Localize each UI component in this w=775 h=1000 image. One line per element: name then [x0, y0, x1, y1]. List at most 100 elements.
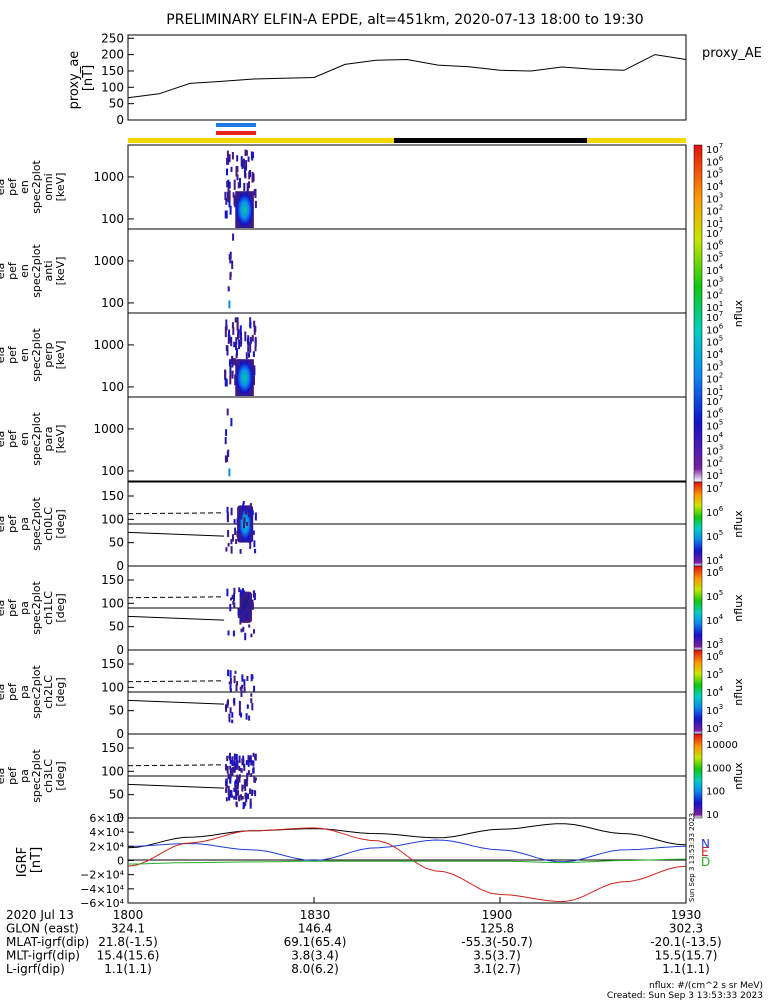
spectrogram-pixel [226, 150, 229, 157]
pa-spectrogram-pixel [225, 547, 228, 552]
pa-spectrogram-pixel [226, 765, 229, 774]
pa-spectrogram-pixel [229, 767, 232, 774]
panel-ylabel-line: para [42, 427, 55, 452]
ae-ytick-label: 100 [101, 80, 124, 94]
pa-spectrogram-pixel [245, 506, 248, 515]
colorbar-tick-exp: 5 [719, 529, 723, 537]
pa-spectrogram-pixel [225, 797, 228, 802]
panel-frame [127, 144, 687, 230]
colorbar-unit-label: nflux [732, 594, 745, 622]
igrf-ytick-label: −4×10⁴ [80, 883, 124, 896]
pa-spectrogram-pixel [238, 703, 241, 710]
spectrogram-pixel [227, 154, 230, 165]
panel-ch0LC: elapefpaspec2plotch0LC[deg] 150 100 50 0 [0, 481, 687, 573]
pa-spectrogram-pixel [238, 777, 241, 783]
spectrogram-pixel [236, 348, 238, 356]
spectrogram-pixel [225, 429, 228, 436]
pa-spectrogram-pixel [229, 707, 232, 714]
pa-spectrogram-pixel [238, 755, 241, 763]
pa-spectrogram-pixel [233, 753, 236, 761]
pa-spectrogram-pixel [243, 521, 245, 529]
colorbar-tick-exp: 4 [719, 347, 724, 355]
pa-spectrogram-pixel [253, 540, 256, 548]
pa-spectrogram-pixel [226, 588, 229, 597]
x-row-value: 1800 [113, 908, 144, 922]
colorbar-unit-label: nflux [732, 299, 745, 327]
panel-ytick-label: 100 [101, 464, 124, 478]
ae-ytick-label: 150 [101, 64, 124, 78]
pa-spectrogram-pixel [243, 517, 246, 524]
pa-spectrogram-pixel [233, 587, 236, 594]
x-row-value: 1.1(1.1) [662, 962, 710, 976]
colorbar-tick-exp: 1 [719, 216, 723, 224]
spectrogram-pixel [247, 156, 250, 162]
colorbar-tick-exp: 7 [719, 481, 723, 489]
pa-spectrogram-pixel [229, 677, 232, 685]
anti-loss-cone-line [127, 680, 225, 683]
panel-ylabel-line: ela [0, 768, 7, 785]
pa-spectrogram-pixel [247, 760, 250, 767]
pa-spectrogram-pixel [240, 628, 243, 633]
footer-created: Created: Sun Sep 3 13:53:33 2023 [607, 991, 763, 1000]
spectrogram-pixel [227, 185, 230, 194]
spectrogram-pixel [225, 319, 228, 330]
pa-spectrogram-pixel [239, 616, 242, 625]
pa-spectrogram-pixel [252, 530, 255, 535]
spectrogram-pixel [248, 352, 250, 358]
pa-spectrogram-pixel [240, 511, 243, 520]
pa-spectrogram-pixel [226, 701, 229, 708]
panel-ytick-label: 100 [101, 596, 124, 610]
colorbar-tick-exp: 6 [719, 505, 724, 513]
pa-spectrogram-pixel [250, 633, 253, 638]
panel-ylabel-line: spec2plot [30, 412, 43, 466]
pa-spectrogram-pixel [239, 589, 242, 598]
panel-ylabel: elapefpaspec2plotch3LC[deg] [0, 749, 67, 803]
colorbar-tick-exp: 1 [719, 384, 723, 392]
pa-spectrogram-pixel [232, 630, 235, 637]
spectrogram-pixel [229, 375, 232, 385]
pa-spectrogram-pixel [253, 790, 256, 794]
anti-loss-cone-line [127, 512, 225, 515]
pa-spectrogram-pixel [239, 549, 242, 554]
spectrogram-pixel [251, 151, 254, 161]
panel-ylabel-line: anti [42, 260, 55, 281]
spectrogram-pixel [235, 353, 238, 359]
spectrogram-pixel [254, 346, 257, 352]
spectrogram-pixel [224, 326, 227, 338]
pa-spectrogram-pixel [229, 685, 232, 690]
pa-spectrogram-pixel [251, 599, 254, 607]
spectrogram-pixel [252, 173, 255, 182]
colorbar-tick-exp: 4 [719, 613, 724, 621]
pa-spectrogram-pixel [236, 530, 239, 537]
panel-ylabel-line: spec2plot [30, 244, 43, 298]
pa-spectrogram-pixel [227, 630, 230, 636]
pa-spectrogram-pixel [237, 608, 240, 616]
pa-spectrogram-pixel [231, 760, 234, 766]
colorbar-tick-exp: 2 [719, 372, 723, 380]
pa-spectrogram-pixel [236, 774, 239, 781]
pa-spectrogram-pixel [236, 762, 239, 767]
panel-ytick-label: 1000 [93, 170, 124, 184]
pa-spectrogram-pixel [254, 754, 257, 760]
spectrogram-pixel [236, 320, 239, 331]
pa-spectrogram-pixel [238, 765, 241, 771]
panel-ylabel-line: [deg] [54, 593, 67, 622]
spectrogram-pixel [226, 408, 229, 416]
pa-spectrogram-pixel [229, 765, 232, 770]
pa-spectrogram-pixel [235, 788, 238, 794]
pa-spectrogram-pixel [231, 594, 234, 600]
proxy-ae-ylabel-name: proxy_ae [67, 51, 82, 110]
pa-spectrogram-pixel [231, 756, 234, 760]
pa-spectrogram-pixel [225, 787, 228, 793]
pa-spectrogram-pixel [242, 626, 245, 632]
pa-spectrogram-pixel [252, 752, 255, 757]
spectrogram-pixel [234, 374, 237, 386]
pa-spectrogram-pixel [235, 766, 238, 770]
panel-ylabel-line: en [18, 348, 31, 362]
spectrogram-pixel [228, 154, 231, 163]
pa-spectrogram-pixel [232, 534, 234, 542]
panel-ylabel-line: perp [42, 342, 55, 367]
panel-ylabel-line: ch3LC [42, 759, 55, 793]
panel-ylabel-line: pef [6, 429, 19, 448]
